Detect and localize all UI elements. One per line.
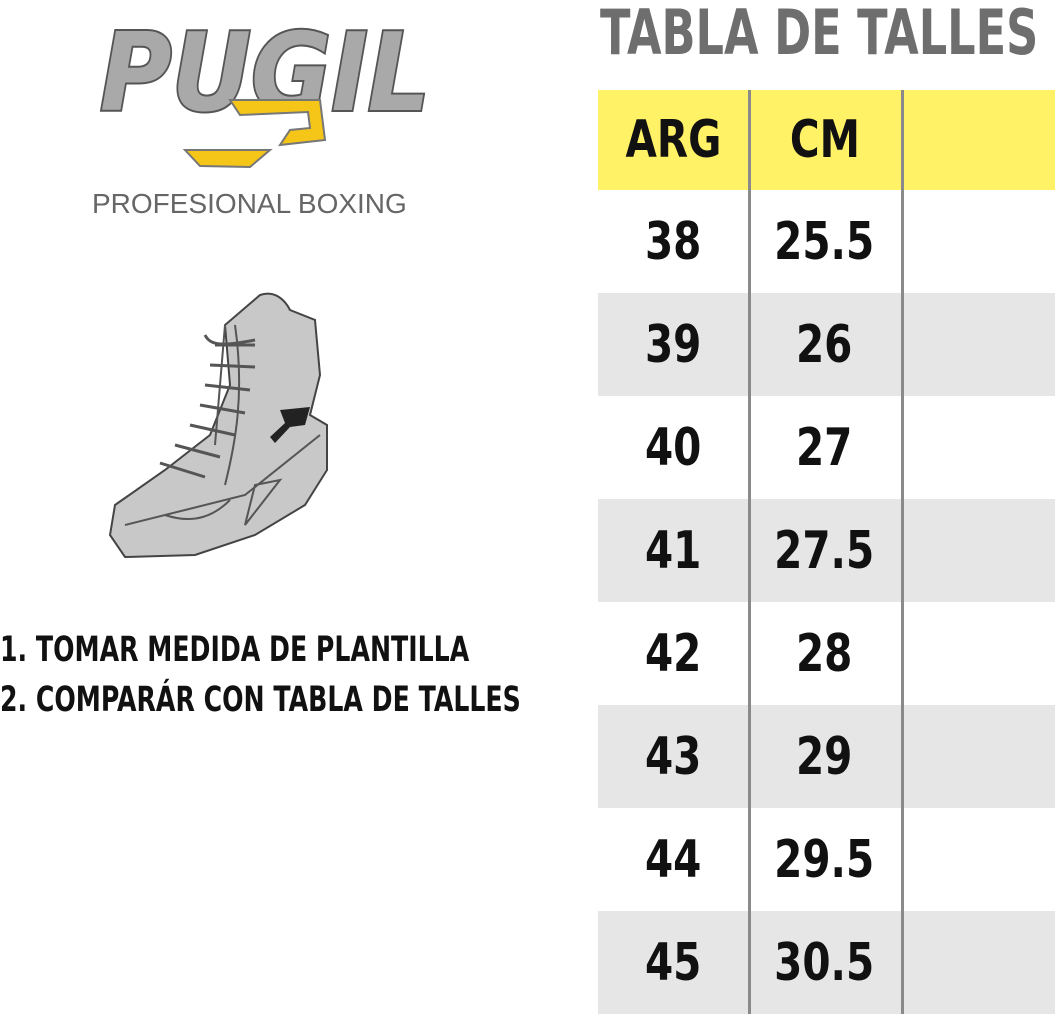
cell-text: 45 xyxy=(645,932,702,993)
cell-text: 39 xyxy=(645,314,702,375)
table-cell: 25.5 xyxy=(749,190,900,293)
instruction-text: 2. COMPARÁR CON TABLA DE TALLES xyxy=(0,680,521,720)
instruction-text: 1. TOMAR MEDIDA DE PLANTILLA xyxy=(0,630,470,670)
logo: PUGIL xyxy=(98,9,432,169)
table-cell: 45 xyxy=(598,911,749,1014)
table-cell: 30.5 xyxy=(749,911,900,1014)
table-row: 40 27 xyxy=(598,396,1055,499)
cell-text: 28 xyxy=(796,623,853,684)
table-row: 38 25.5 xyxy=(598,190,1055,293)
cell-text: 29.5 xyxy=(774,829,875,890)
table-cell: 27.5 xyxy=(749,499,900,602)
table-cell: 41 xyxy=(598,499,749,602)
table-cell: 27 xyxy=(749,396,900,499)
table-cell: 40 xyxy=(598,396,749,499)
header-text: CM xyxy=(789,110,860,170)
cell-text: 27.5 xyxy=(774,520,875,581)
table-cell: 43 xyxy=(598,705,749,808)
title: TABLA DE TALLES xyxy=(600,0,1039,69)
table-cell: 26 xyxy=(749,293,900,396)
table-row: 45 30.5 xyxy=(598,911,1055,1014)
header-cell: CM xyxy=(749,90,900,190)
logo-mark xyxy=(182,99,327,169)
shoe-illustration xyxy=(108,292,328,559)
table-cell: 29 xyxy=(749,705,900,808)
size-table: ARG CM 38 25.5 39 26 40 27 41 27.5 42 28 43 29 44 29.5 4… xyxy=(598,90,1055,1014)
cell-text: 43 xyxy=(645,726,702,787)
table-row: 43 29 xyxy=(598,705,1055,808)
table-row: 44 29.5 xyxy=(598,808,1055,911)
tagline: PROFESIONAL BOXING xyxy=(92,188,407,219)
cell-text: 38 xyxy=(645,211,702,272)
cell-text: 26 xyxy=(796,314,853,375)
table-cell: 42 xyxy=(598,602,749,705)
instruction-line: 1. TOMAR MEDIDA DE PLANTILLA xyxy=(0,630,723,680)
cell-text: 27 xyxy=(796,417,853,478)
cell-text: 40 xyxy=(645,417,702,478)
cell-text: 25.5 xyxy=(774,211,875,272)
brand: PUGIL xyxy=(100,11,430,136)
table-row: 42 28 xyxy=(598,602,1055,705)
cell-text: 41 xyxy=(645,520,702,581)
table-row: 41 27.5 xyxy=(598,499,1055,602)
table-row: 39 26 xyxy=(598,293,1055,396)
column-divider xyxy=(901,90,904,1014)
table-cell: 28 xyxy=(749,602,900,705)
title-wrap: TABLA DE TALLES xyxy=(600,0,1055,69)
cell-text: 42 xyxy=(645,623,702,684)
header-cell: ARG xyxy=(598,90,749,190)
table-cell: 39 xyxy=(598,293,749,396)
header-row: ARG CM xyxy=(598,90,1055,190)
cell-text: 44 xyxy=(645,829,702,890)
instruction-line: 2. COMPARÁR CON TABLA DE TALLES xyxy=(0,680,723,730)
cell-text: 30.5 xyxy=(774,932,875,993)
table-cell: 38 xyxy=(598,190,749,293)
table-cell: 44 xyxy=(598,808,749,911)
header-text: ARG xyxy=(625,110,722,170)
table-cell: 29.5 xyxy=(749,808,900,911)
cell-text: 29 xyxy=(796,726,853,787)
instructions: 1. TOMAR MEDIDA DE PLANTILLA 2. COMPARÁR … xyxy=(0,630,723,730)
column-divider xyxy=(748,90,751,1014)
